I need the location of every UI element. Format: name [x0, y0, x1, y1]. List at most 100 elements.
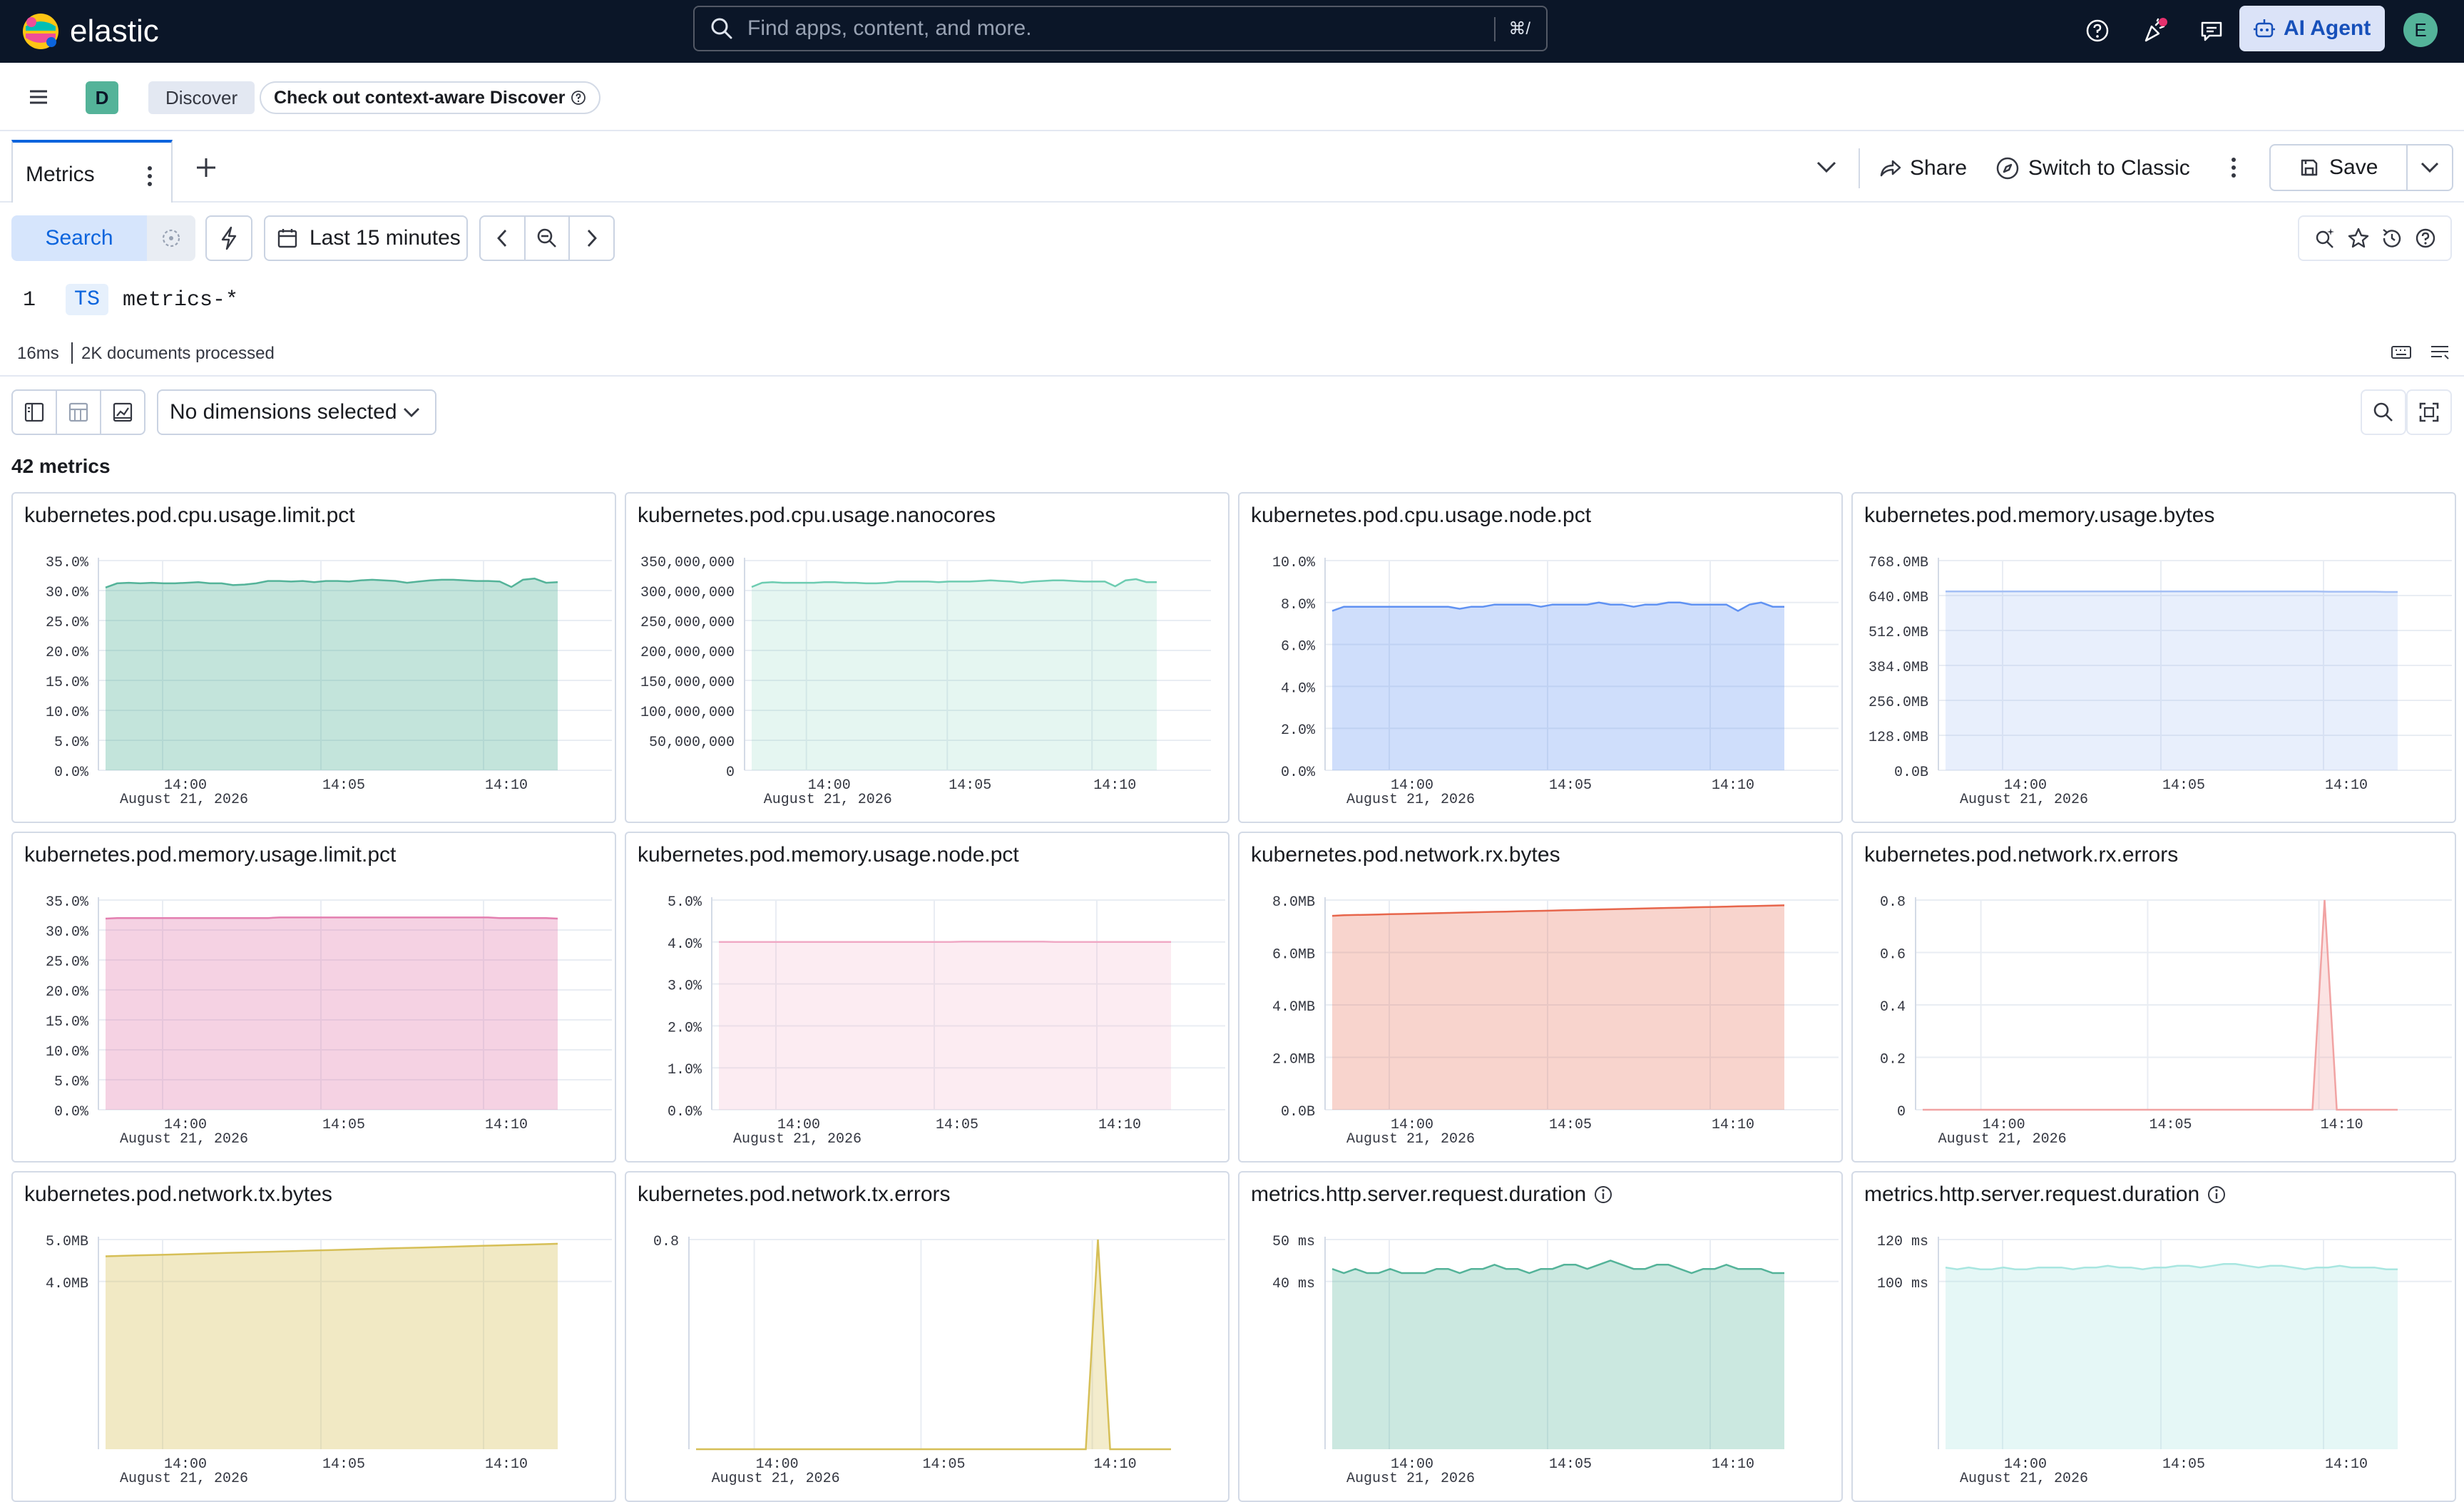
metric-chart[interactable]: 0 0.2 0.4 0.6 0.8 14:00 14:05 14:10 August 21, 2…	[1853, 833, 2456, 1163]
chart-icon	[113, 402, 133, 422]
series-area	[106, 917, 558, 1110]
y-tick-label: 0.4	[1880, 999, 1906, 1016]
elastic-logo-icon	[23, 14, 58, 49]
x-axis-date: August 21, 2026	[120, 1131, 248, 1148]
toggle-chart-button[interactable]	[101, 391, 144, 434]
zoom-out-button[interactable]	[526, 217, 571, 260]
time-navigation	[479, 215, 615, 261]
y-tick-label: 5.0MB	[46, 1234, 88, 1250]
refresh-icon	[162, 229, 180, 247]
metric-chart[interactable]: 0.0% 5.0% 10.0% 15.0% 20.0% 25.0% 30.0% 35.0% 14…	[13, 494, 616, 823]
metric-panel[interactable]: kubernetes.pod.cpu.usage.nanocores 0 50,00…	[625, 492, 1230, 823]
elastic-logo[interactable]: elastic	[21, 10, 159, 53]
y-tick-label: 100 ms	[1877, 1276, 1928, 1292]
metric-panel[interactable]: metrics.http.server.request.duration 100 …	[1851, 1171, 2456, 1502]
news-feed-icon[interactable]	[2138, 14, 2171, 47]
info-icon[interactable]	[2207, 1185, 2227, 1205]
documentation-icon[interactable]	[2429, 342, 2450, 362]
history-icon[interactable]	[2381, 227, 2403, 250]
tab-menu-icon[interactable]	[145, 164, 154, 188]
menu-icon[interactable]	[29, 88, 48, 106]
metric-panel[interactable]: kubernetes.pod.cpu.usage.limit.pct 0.0% 5.…	[11, 492, 616, 823]
query-index-pattern: metrics-*	[123, 288, 239, 312]
switch-to-classic-button[interactable]: Switch to Classic	[1995, 148, 2190, 188]
info-icon[interactable]	[1593, 1185, 1613, 1205]
add-tab-icon[interactable]	[194, 155, 218, 180]
user-avatar[interactable]: E	[2403, 13, 2438, 47]
metric-chart[interactable]: 0.0B 128.0MB 256.0MB 384.0MB 512.0MB 640.0MB 7…	[1853, 494, 2456, 823]
metric-panel[interactable]: kubernetes.pod.network.rx.errors 0 0.2 0.4 0…	[1851, 832, 2456, 1163]
time-back-button[interactable]	[481, 217, 526, 260]
help-icon[interactable]	[2414, 227, 2437, 250]
dimensions-selector[interactable]: No dimensions selected	[157, 389, 436, 435]
date-picker[interactable]: Last 15 minutes	[264, 215, 468, 261]
global-search[interactable]: Find apps, content, and more. ⌘/	[693, 6, 1548, 51]
star-icon[interactable]	[2347, 227, 2370, 250]
question-icon	[571, 91, 586, 105]
quick-filter-button[interactable]	[205, 215, 252, 261]
metric-panel[interactable]: kubernetes.pod.cpu.usage.node.pct 0.0% 2.0…	[1238, 492, 1843, 823]
y-tick-label: 150,000,000	[640, 675, 735, 691]
x-axis-date: August 21, 2026	[1960, 792, 2088, 808]
metric-panel[interactable]: kubernetes.pod.network.rx.bytes 0.0B 2.0MB…	[1238, 832, 1843, 1163]
metric-panel[interactable]: kubernetes.pod.memory.usage.node.pct 0.0%…	[625, 832, 1230, 1163]
metric-chart[interactable]: 0 50,000,000 100,000,000 150,000,000 200,000…	[626, 494, 1230, 823]
tab-metrics[interactable]: Metrics	[11, 140, 173, 203]
more-options-icon[interactable]	[2229, 155, 2238, 180]
toggle-sidebar-button[interactable]	[13, 391, 57, 434]
context-aware-callout[interactable]: Check out context-aware Discover	[260, 81, 601, 114]
x-tick-label: 14:10	[1712, 777, 1754, 794]
dimensions-label: No dimensions selected	[170, 400, 397, 424]
x-tick-label: 14:05	[1549, 1117, 1592, 1133]
metric-title: kubernetes.pod.network.tx.bytes	[24, 1182, 332, 1207]
toggle-histogram-button[interactable]	[57, 391, 101, 434]
ai-agent-button[interactable]: AI Agent	[2239, 6, 2385, 51]
y-tick-label: 6.0MB	[1272, 947, 1315, 964]
space-avatar[interactable]: D	[86, 81, 118, 114]
x-tick-label: 14:05	[2162, 777, 2205, 794]
help-icon[interactable]	[2081, 14, 2114, 47]
y-tick-label: 768.0MB	[1869, 555, 1928, 571]
refresh-button[interactable]	[147, 215, 195, 261]
y-tick-label: 8.0%	[1281, 597, 1316, 613]
metric-panel[interactable]: kubernetes.pod.memory.usage.limit.pct 0.0…	[11, 832, 616, 1163]
breadcrumb-discover[interactable]: Discover	[148, 81, 255, 114]
x-tick-label: 14:10	[2325, 777, 2368, 794]
brand-name: elastic	[70, 14, 159, 48]
metric-chart[interactable]: 0.0% 5.0% 10.0% 15.0% 20.0% 25.0% 30.0% 35.0% 14…	[13, 833, 616, 1163]
series-line	[105, 577, 558, 588]
keyboard-icon[interactable]	[2391, 342, 2412, 362]
metric-title-text: kubernetes.pod.network.tx.errors	[638, 1182, 951, 1206]
metric-chart[interactable]: 0.0% 2.0% 4.0% 6.0% 8.0% 10.0% 14:00 14:05 14:10…	[1239, 494, 1843, 823]
x-axis-date: August 21, 2026	[1346, 1471, 1475, 1487]
x-tick-label: 14:05	[322, 777, 365, 794]
metric-panel[interactable]: kubernetes.pod.memory.usage.bytes 0.0B 128…	[1851, 492, 2456, 823]
x-axis-date: August 21, 2026	[1938, 1131, 2067, 1148]
tabs-dropdown-icon[interactable]	[1816, 160, 1837, 174]
metric-chart[interactable]: 0.0% 1.0% 2.0% 3.0% 4.0% 5.0% 14:00 14:05 14:10 A…	[626, 833, 1230, 1163]
x-tick-label: 14:00	[808, 777, 851, 794]
y-tick-label: 3.0%	[668, 979, 702, 995]
metric-panel[interactable]: kubernetes.pod.network.tx.errors 0.8 14:00…	[625, 1171, 1230, 1502]
sparkle-search-icon[interactable]	[2314, 227, 2336, 250]
metric-panel[interactable]: metrics.http.server.request.duration 40 m…	[1238, 1171, 1843, 1502]
search-submit-button[interactable]: Search	[11, 215, 147, 261]
metric-title: kubernetes.pod.memory.usage.limit.pct	[24, 843, 396, 867]
share-button[interactable]: Share	[1878, 148, 1967, 188]
x-tick-label: 14:00	[777, 1117, 820, 1133]
save-options-button[interactable]	[2408, 145, 2452, 190]
x-tick-label: 14:05	[322, 1117, 365, 1133]
metric-panel[interactable]: kubernetes.pod.network.tx.bytes 4.0MB 5.0M…	[11, 1171, 616, 1502]
metrics-search-button[interactable]	[2361, 389, 2406, 435]
fullscreen-button[interactable]	[2406, 389, 2452, 435]
query-editor[interactable]: 1 TS metrics-*	[0, 271, 2464, 328]
metric-chart[interactable]: 0.0B 2.0MB 4.0MB 6.0MB 8.0MB 14:00 14:05 14:10 A…	[1239, 833, 1843, 1163]
y-tick-label: 0.8	[653, 1234, 679, 1250]
time-forward-button[interactable]	[570, 217, 613, 260]
feedback-icon[interactable]	[2195, 14, 2228, 47]
save-button[interactable]: Save	[2271, 145, 2408, 190]
